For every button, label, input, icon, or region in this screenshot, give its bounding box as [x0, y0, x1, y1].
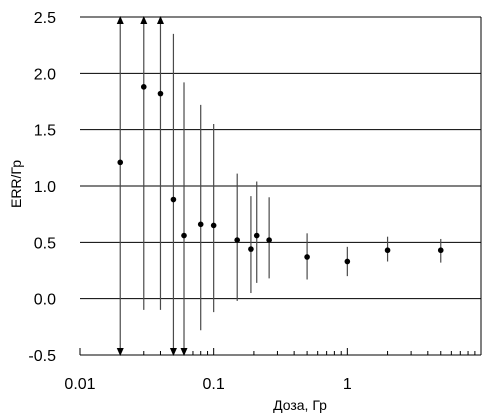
- x-tick-label: 0.01: [64, 376, 95, 393]
- data-point: [266, 237, 272, 243]
- x-tick-label: 0.1: [203, 376, 225, 393]
- y-tick-label: -0.5: [28, 348, 56, 365]
- data-point: [234, 237, 241, 243]
- y-axis-title: ERR/Гр: [8, 160, 24, 208]
- data-point: [170, 196, 177, 203]
- data-point: [181, 232, 187, 239]
- error-bar-up-arrow: [156, 16, 164, 24]
- data-point: [304, 254, 310, 260]
- data-point: [140, 84, 147, 90]
- data-point: [384, 247, 391, 254]
- error-bar-down-arrow: [169, 348, 177, 356]
- error-bar-up-arrow: [140, 16, 148, 24]
- data-point: [248, 246, 254, 252]
- data-point: [117, 159, 124, 166]
- data-point: [253, 232, 260, 239]
- y-tick-label: 2.0: [34, 66, 56, 83]
- y-tick-label: 1.5: [34, 123, 56, 140]
- error-bar-down-arrow: [116, 348, 124, 356]
- y-tick-label: 0.0: [34, 292, 56, 309]
- grid-lines: [80, 16, 481, 356]
- x-axis-title: Доза, Гр: [273, 397, 327, 413]
- y-tick-label: 2.5: [34, 10, 56, 27]
- error-bars: [116, 16, 442, 356]
- y-tick-label: 1.0: [34, 179, 56, 196]
- data-point: [210, 222, 217, 229]
- tick-labels: 2.5 2.0 1.5 1.0 0.5 0.0 -0.5 0.01 0.1 1: [28, 10, 351, 393]
- data-points: [117, 84, 444, 265]
- y-tick-label: 0.5: [34, 235, 56, 252]
- error-bar-down-arrow: [180, 348, 188, 356]
- data-point: [344, 258, 351, 265]
- data-point: [437, 247, 444, 254]
- data-point: [197, 221, 204, 228]
- x-tick-label: 1: [343, 376, 352, 393]
- data-point: [157, 90, 164, 97]
- error-bar-up-arrow: [116, 16, 124, 24]
